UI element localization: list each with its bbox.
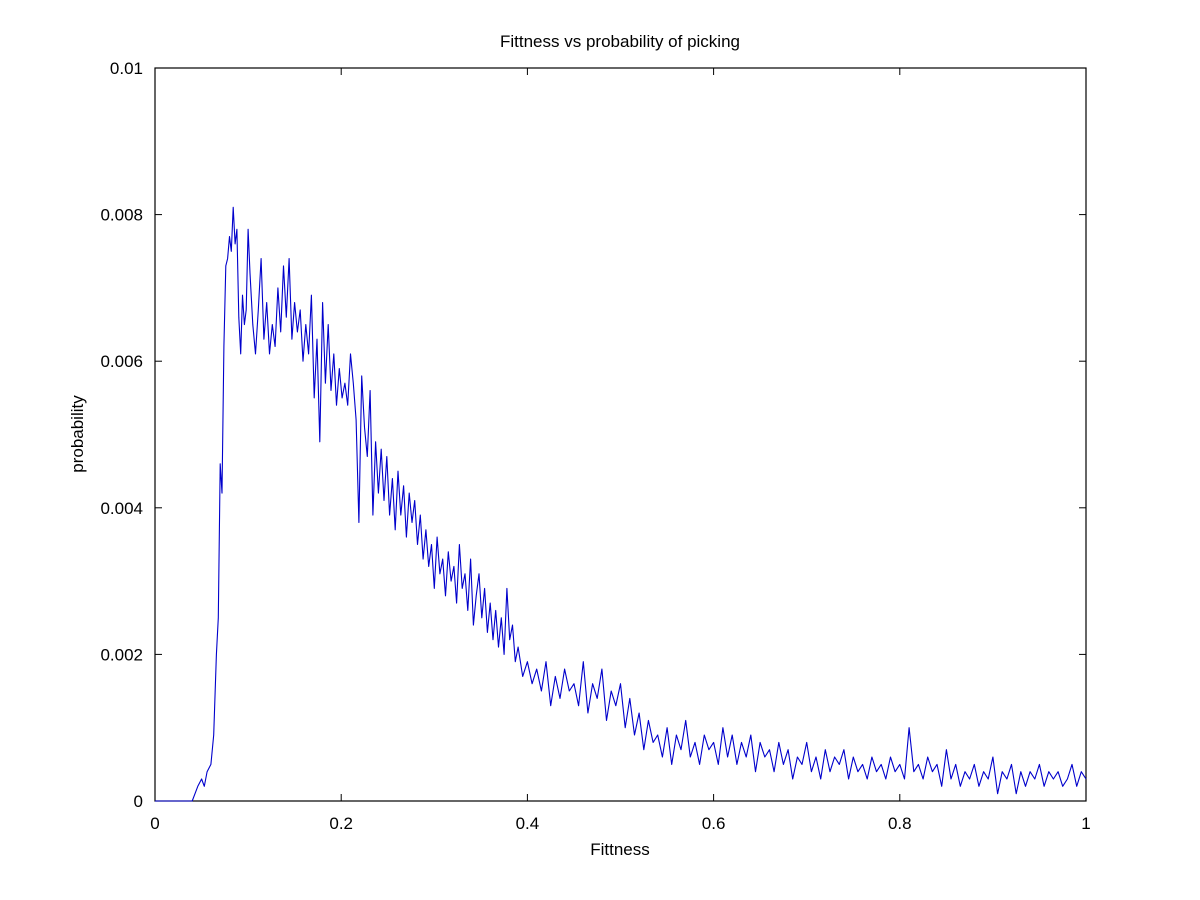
x-axis-ticks: 0 0.2 0.4 0.6 0.8 1 [150, 68, 1091, 833]
plot-frame [154, 67, 1087, 802]
series-line-probability [155, 206, 1087, 802]
y-tick-label: 0.01 [110, 59, 143, 78]
x-tick-label: 0.4 [516, 814, 540, 833]
y-tick-label: 0.002 [100, 645, 143, 664]
y-axis-label: probability [68, 395, 87, 473]
y-tick-label: 0.004 [100, 499, 143, 518]
chart-title: Fittness vs probability of picking [500, 32, 740, 51]
y-tick-label: 0.006 [100, 352, 143, 371]
y-tick-label: 0.008 [100, 206, 143, 225]
x-tick-label: 0.6 [702, 814, 726, 833]
x-tick-label: 0 [150, 814, 159, 833]
x-tick-label: 0.8 [888, 814, 912, 833]
y-tick-label: 0 [134, 792, 143, 811]
x-tick-label: 1 [1081, 814, 1090, 833]
y-axis-ticks: 0 0.002 0.004 0.006 0.008 0.01 [100, 59, 1086, 811]
x-tick-label: 0.2 [329, 814, 353, 833]
x-axis-label: Fittness [590, 840, 650, 859]
